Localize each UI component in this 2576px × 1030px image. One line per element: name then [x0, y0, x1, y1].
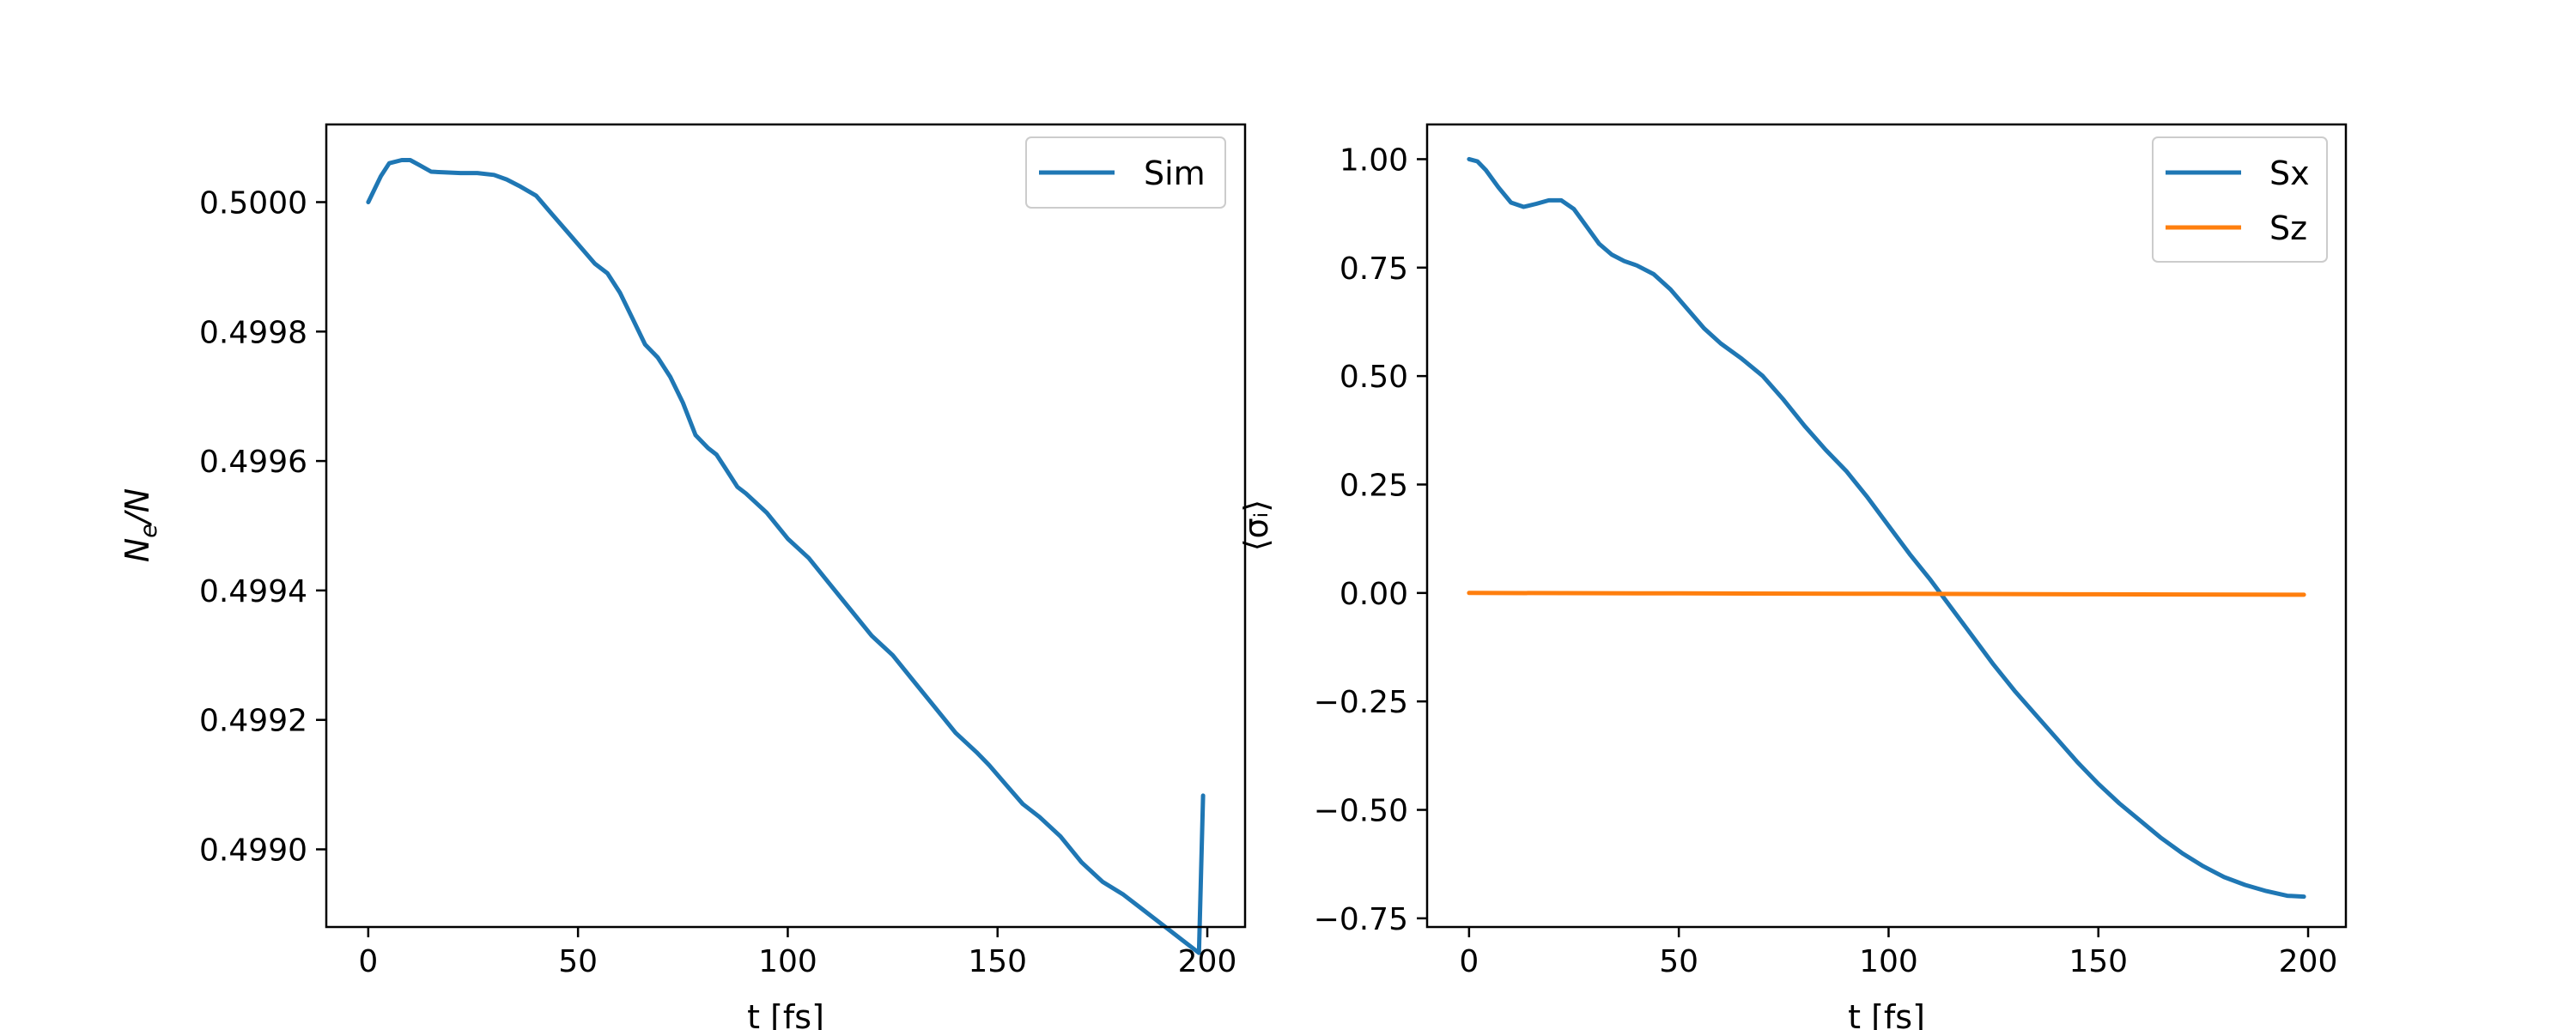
right-x-tick-label: 150	[2069, 944, 2128, 979]
series-line-sz	[1467, 591, 2306, 597]
left-y-tick-label: 0.4996	[199, 445, 307, 480]
right-y-tick-label: 0.25	[1340, 468, 1408, 503]
left-y-ticks: 0.4990 0.4992 0.4994 0.4996 0.4998 0.5000	[199, 185, 326, 869]
right-legend-box	[2152, 136, 2328, 263]
right-y-tick-label: −0.75	[1314, 902, 1408, 937]
right-y-tick-label: 1.00	[1340, 142, 1408, 178]
right-y-tick-label: −0.25	[1314, 685, 1408, 720]
left-x-tick-label: 200	[1178, 944, 1237, 979]
right-y-axis-label: ⟨σᵢ⟩	[1237, 500, 1275, 552]
right-panel: 0 50 100 150 200 −0.75 −0.50 −0.25 0.00 0.25 0.50…	[1237, 123, 2348, 1030]
left-x-tick-label: 100	[758, 944, 817, 979]
left-legend-box	[1025, 136, 1226, 209]
right-plot-frame	[1425, 123, 2348, 929]
right-y-tick-label: 0.00	[1340, 577, 1408, 612]
left-y-label-base: N	[118, 538, 156, 562]
left-x-ticks: 0 50 100 150 200	[358, 927, 1236, 979]
right-x-tick-label: 0	[1459, 944, 1479, 979]
legend-label-sz: Sz	[2269, 209, 2307, 247]
series-line-sim	[366, 158, 1206, 955]
left-y-tick-label: 0.5000	[199, 185, 307, 221]
right-x-ticks: 0 50 100 150 200	[1459, 927, 2337, 979]
left-y-tick-label: 0.4992	[199, 704, 307, 739]
left-plot-frame	[325, 123, 1247, 929]
left-y-axis-label: Ne/N	[118, 488, 162, 562]
right-legend: Sx Sz	[2152, 136, 2328, 263]
left-y-tick-label: 0.4994	[199, 574, 307, 609]
right-x-tick-label: 100	[1859, 944, 1918, 979]
left-legend: Sim	[1025, 136, 1226, 209]
left-x-tick-label: 50	[558, 944, 598, 979]
left-y-tick-label: 0.4998	[199, 315, 307, 350]
right-y-tick-label: 0.50	[1340, 360, 1408, 395]
left-x-axis-label: t [fs]	[747, 998, 824, 1030]
legend-label-sx: Sx	[2269, 154, 2310, 192]
left-y-label-tail: /N	[118, 488, 156, 526]
left-y-label-sub: e	[136, 524, 162, 538]
right-y-tick-label: −0.50	[1314, 794, 1408, 829]
left-x-tick-label: 0	[358, 944, 378, 979]
right-y-tick-label: 0.75	[1340, 251, 1408, 287]
right-y-ticks: −0.75 −0.50 −0.25 0.00 0.25 0.50 0.75 1.00	[1314, 142, 1427, 937]
left-y-tick-label: 0.4990	[199, 833, 307, 869]
legend-label-sim: Sim	[1144, 154, 1206, 192]
right-x-axis-label: t [fs]	[1848, 998, 1925, 1030]
right-series-layer	[1467, 156, 2306, 900]
right-x-tick-label: 200	[2279, 944, 2338, 979]
right-x-tick-label: 50	[1659, 944, 1698, 979]
left-series-layer	[366, 158, 1206, 955]
series-line-sx	[1467, 156, 2306, 900]
left-x-tick-label: 150	[968, 944, 1027, 979]
left-panel: 0 50 100 150 200 0.49900.49920.49940.49960.4…	[118, 123, 1247, 1030]
